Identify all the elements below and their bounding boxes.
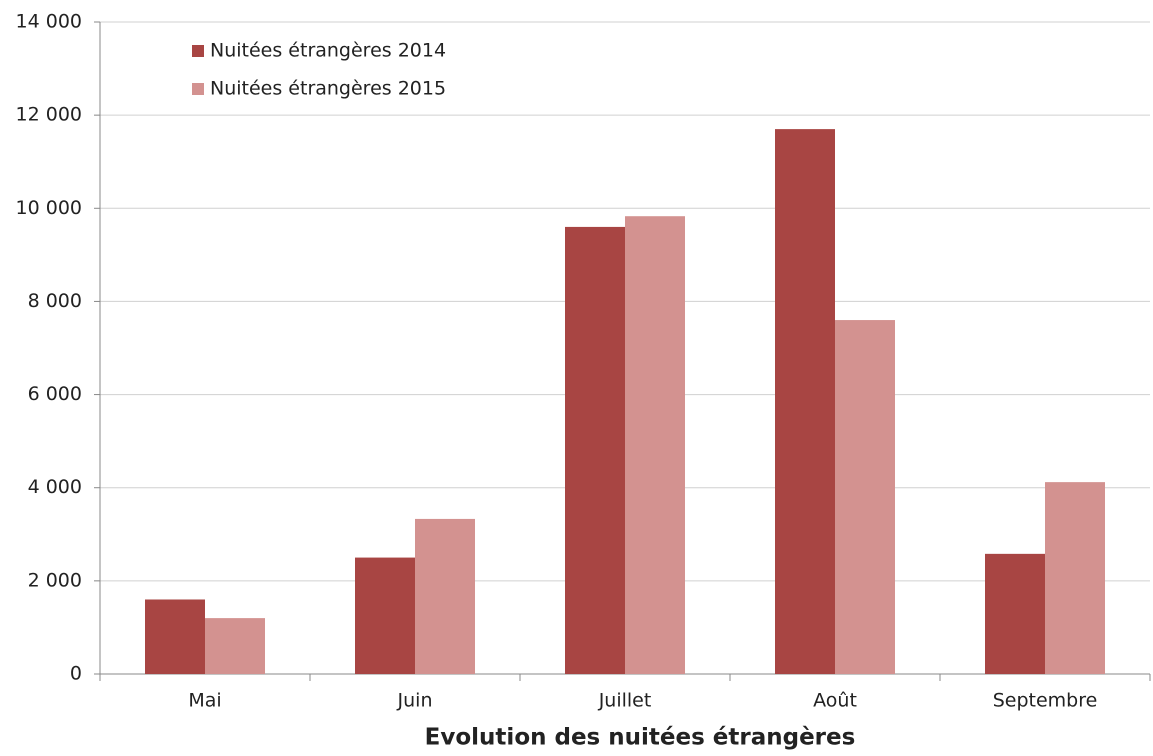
y-tick-label: 10 000: [16, 197, 82, 219]
y-tick-label: 12 000: [16, 104, 82, 126]
y-tick-label: 4 000: [28, 476, 82, 498]
x-tick-label: Juin: [397, 690, 433, 712]
bar: [145, 599, 205, 674]
x-tick-label: Juillet: [598, 690, 652, 712]
x-tick-label: Septembre: [993, 690, 1098, 712]
y-tick-label: 2 000: [28, 569, 82, 591]
y-tick-label: 8 000: [28, 290, 82, 312]
bar: [835, 320, 895, 674]
y-tick-label: 6 000: [28, 383, 82, 405]
bar: [625, 216, 685, 674]
legend-label: Nuitées étrangères 2015: [210, 78, 446, 100]
x-tick-label: Mai: [188, 690, 221, 712]
legend-swatch: [192, 83, 204, 95]
bar: [415, 518, 475, 674]
x-tick-label: Août: [813, 690, 857, 712]
legend-label: Nuitées étrangères 2014: [210, 40, 446, 62]
bar: [355, 557, 415, 674]
bar: [205, 618, 265, 674]
bar: [985, 553, 1045, 674]
legend-swatch: [192, 45, 204, 57]
bar: [775, 129, 835, 675]
bar: [565, 226, 625, 674]
y-tick-label: 14 000: [16, 11, 82, 33]
y-tick-label: 0: [70, 663, 82, 685]
bar: [1045, 482, 1105, 674]
chart-title: Evolution des nuitées étrangères: [425, 725, 856, 751]
